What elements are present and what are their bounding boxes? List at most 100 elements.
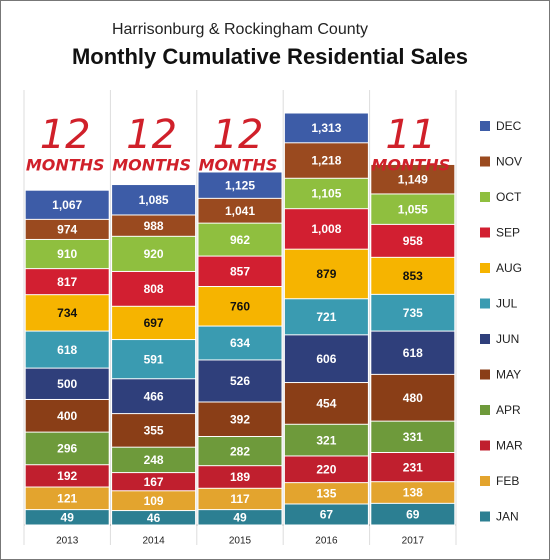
legend-label: OCT bbox=[496, 190, 522, 204]
value-label: 734 bbox=[57, 306, 77, 320]
legend-swatch bbox=[480, 476, 490, 486]
value-label: 618 bbox=[57, 343, 77, 357]
value-label: 1,149 bbox=[398, 172, 428, 186]
legend-swatch bbox=[480, 334, 490, 344]
value-label: 1,218 bbox=[311, 154, 341, 168]
value-label: 231 bbox=[403, 460, 423, 474]
annotation: MONTHS bbox=[199, 156, 278, 175]
value-label: 167 bbox=[144, 475, 164, 489]
legend-label: JUL bbox=[496, 297, 518, 311]
legend-swatch bbox=[480, 369, 490, 380]
value-label: 480 bbox=[403, 391, 423, 405]
value-label: 67 bbox=[320, 508, 334, 522]
legend-swatch bbox=[480, 156, 490, 167]
value-label: 248 bbox=[144, 453, 164, 467]
x-tick-label: 2015 bbox=[229, 536, 252, 547]
x-tick-label: 2014 bbox=[142, 536, 165, 547]
value-label: 697 bbox=[144, 316, 164, 330]
value-label: 1,105 bbox=[311, 187, 341, 201]
annotation: MONTHS bbox=[26, 156, 105, 175]
value-label: 735 bbox=[403, 306, 423, 320]
value-label: 189 bbox=[230, 470, 250, 484]
value-label: 49 bbox=[61, 510, 75, 524]
value-label: 138 bbox=[403, 486, 423, 500]
value-label: 296 bbox=[57, 442, 77, 456]
value-label: 634 bbox=[230, 336, 250, 350]
value-label: 1,313 bbox=[311, 121, 341, 135]
value-label: 192 bbox=[57, 469, 77, 483]
bar bbox=[283, 503, 369, 526]
x-tick-label: 2017 bbox=[402, 536, 425, 547]
value-label: 46 bbox=[147, 511, 161, 525]
value-label: 1,041 bbox=[225, 204, 255, 218]
value-label: 1,067 bbox=[52, 198, 82, 212]
value-label: 817 bbox=[57, 275, 77, 289]
legend-label: MAY bbox=[496, 368, 521, 382]
value-label: 109 bbox=[144, 494, 164, 508]
legend-label: JAN bbox=[496, 510, 519, 524]
legend-swatch bbox=[480, 405, 490, 415]
value-label: 1,125 bbox=[225, 178, 255, 192]
value-label: 618 bbox=[403, 346, 423, 360]
value-label: 988 bbox=[144, 219, 164, 233]
value-label: 500 bbox=[57, 377, 77, 391]
value-label: 1,055 bbox=[398, 202, 428, 216]
value-label: 69 bbox=[406, 507, 420, 521]
value-label: 974 bbox=[57, 223, 77, 237]
value-label: 355 bbox=[144, 424, 164, 438]
annotation: 12 bbox=[213, 112, 264, 158]
bar bbox=[111, 510, 197, 526]
value-label: 853 bbox=[403, 269, 423, 283]
value-label: 400 bbox=[57, 409, 77, 423]
legend-label: DEC bbox=[496, 119, 522, 133]
value-label: 606 bbox=[316, 352, 336, 366]
legend-swatch bbox=[480, 298, 490, 309]
legend-label: AUG bbox=[496, 261, 522, 275]
value-label: 1,008 bbox=[311, 222, 341, 236]
value-label: 121 bbox=[57, 492, 77, 506]
bar bbox=[370, 502, 456, 526]
value-label: 331 bbox=[403, 430, 423, 444]
x-tick-label: 2013 bbox=[56, 536, 79, 547]
legend-label: FEB bbox=[496, 474, 519, 488]
value-label: 910 bbox=[57, 247, 77, 261]
value-label: 117 bbox=[230, 492, 250, 506]
value-label: 220 bbox=[316, 462, 336, 476]
legend-swatch bbox=[480, 192, 490, 202]
value-label: 760 bbox=[230, 299, 250, 313]
chart-subtitle: Monthly Cumulative Residential Sales bbox=[72, 44, 468, 69]
annotation: 12 bbox=[126, 112, 177, 158]
legend-label: NOV bbox=[496, 155, 522, 169]
legend-swatch bbox=[480, 263, 490, 273]
bar bbox=[24, 509, 110, 526]
legend-swatch bbox=[480, 511, 490, 522]
legend-swatch bbox=[480, 227, 490, 238]
value-label: 591 bbox=[144, 352, 164, 366]
value-label: 962 bbox=[230, 233, 250, 247]
bar bbox=[197, 509, 283, 526]
value-label: 454 bbox=[316, 397, 336, 411]
value-label: 1,085 bbox=[139, 193, 169, 207]
legend-label: SEP bbox=[496, 226, 520, 240]
x-tick-label: 2016 bbox=[315, 536, 338, 547]
legend-label: APR bbox=[496, 403, 521, 417]
value-label: 526 bbox=[230, 374, 250, 388]
value-label: 135 bbox=[316, 486, 336, 500]
value-label: 920 bbox=[144, 247, 164, 261]
value-label: 392 bbox=[230, 412, 250, 426]
annotation: 12 bbox=[40, 112, 91, 158]
value-label: 321 bbox=[316, 433, 336, 447]
value-label: 466 bbox=[144, 389, 164, 403]
chart-title: Harrisonburg & Rockingham County bbox=[112, 21, 368, 38]
value-label: 721 bbox=[316, 310, 336, 324]
value-label: 808 bbox=[144, 282, 164, 296]
value-label: 49 bbox=[233, 510, 247, 524]
value-label: 857 bbox=[230, 264, 250, 278]
value-label: 879 bbox=[316, 267, 336, 281]
legend-swatch bbox=[480, 121, 490, 131]
legend-swatch bbox=[480, 440, 490, 451]
value-label: 958 bbox=[403, 234, 423, 248]
annotation: 11 bbox=[385, 112, 436, 158]
annotation: MONTHS bbox=[371, 156, 450, 175]
